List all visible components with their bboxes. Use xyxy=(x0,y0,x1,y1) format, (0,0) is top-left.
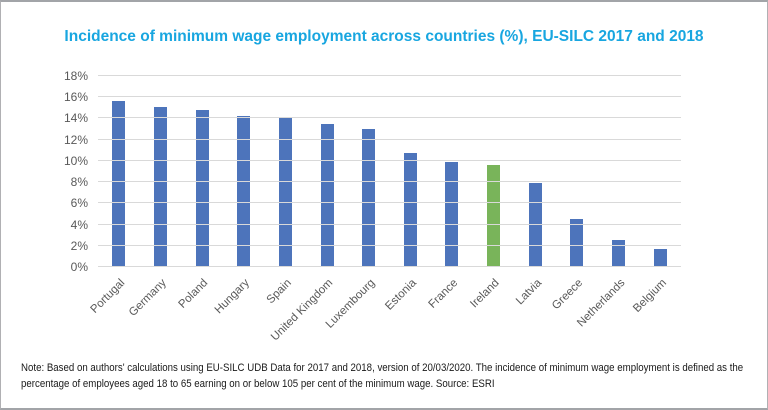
bar-france xyxy=(445,161,459,267)
y-axis-tick-label: 4% xyxy=(70,217,88,232)
bar-slot xyxy=(140,76,182,267)
footnote-line-1: Note: Based on authors' calculations usi… xyxy=(21,362,744,374)
y-axis-tick-label: 14% xyxy=(63,111,88,126)
bar-slot xyxy=(389,76,431,267)
bar-slot xyxy=(265,76,307,267)
gridline xyxy=(98,181,681,183)
bar-latvia xyxy=(528,183,542,267)
y-axis-tick-label: 10% xyxy=(63,153,88,168)
gridline xyxy=(98,202,681,204)
bar-poland xyxy=(195,109,209,267)
y-axis-tick-label: 2% xyxy=(70,238,88,253)
x-axis-label-spain: Spain xyxy=(264,277,294,307)
bar-slot xyxy=(181,76,223,267)
bar-spain xyxy=(278,118,292,267)
x-axis: Portugal Germany Poland Hungary Spain United … xyxy=(89,269,681,361)
x-axis-label-hungary: Hungary xyxy=(213,277,253,317)
gridline xyxy=(98,96,681,98)
bar-portugal xyxy=(112,101,126,267)
gridline xyxy=(98,138,681,140)
bar-slot xyxy=(598,76,640,267)
footnote-line-2: percentage of employees aged 18 to 65 ea… xyxy=(21,377,495,390)
bar-slot xyxy=(514,76,556,267)
bar-germany xyxy=(153,106,167,267)
bar-slot xyxy=(556,76,598,267)
bar-slot xyxy=(639,76,681,267)
bar-greece xyxy=(570,219,584,267)
x-axis-label-portugal: Portugal xyxy=(88,277,128,316)
y-axis-tick-label: 12% xyxy=(63,132,88,147)
y-axis-tick-label: 18% xyxy=(63,69,88,83)
x-axis-label-poland: Poland xyxy=(176,277,211,311)
bar-netherlands xyxy=(612,240,625,267)
x-axis-label-germany: Germany xyxy=(127,277,169,319)
chart-title: Incidence of minimum wage employment acr… xyxy=(64,28,704,45)
bar-slot xyxy=(348,76,390,267)
gridline xyxy=(98,75,681,76)
x-axis-label-greece: Greece xyxy=(550,277,586,313)
gridline xyxy=(98,223,681,225)
y-axis-tick-label: 16% xyxy=(63,90,88,105)
bar-belgium xyxy=(653,248,667,267)
x-axis-label-france: France xyxy=(426,277,461,311)
bar-luxembourg xyxy=(362,129,376,267)
y-axis-tick-label: 8% xyxy=(70,175,88,190)
gridline xyxy=(98,266,681,267)
bar-hungary xyxy=(237,116,251,267)
bar-ireland xyxy=(487,165,501,267)
plot-area xyxy=(98,75,681,267)
bar-estonia xyxy=(403,153,417,267)
x-axis-label-latvia: Latvia xyxy=(513,277,544,308)
footnote: Note: Based on authors' calculations usi… xyxy=(21,361,766,392)
bar-slot xyxy=(473,76,515,267)
bar-slot xyxy=(223,76,265,267)
gridline xyxy=(98,159,681,161)
bar-slot xyxy=(98,76,140,267)
bar-series xyxy=(98,76,681,267)
y-axis-tick-label: 0% xyxy=(70,260,88,274)
gridline xyxy=(98,117,681,119)
gridline xyxy=(98,244,681,246)
x-axis-label-ireland: Ireland xyxy=(468,277,503,311)
bar-slot xyxy=(431,76,473,267)
bar-slot xyxy=(306,76,348,267)
x-axis-label-estonia: Estonia xyxy=(383,277,419,313)
y-axis-tick-label: 6% xyxy=(70,196,88,211)
y-axis: 0% 2% 4% 6% 8% 10% 12% 14% 16% 18% xyxy=(1,69,88,274)
bar-united-kingdom xyxy=(320,123,334,267)
x-axis-label-belgium: Belgium xyxy=(630,277,669,315)
